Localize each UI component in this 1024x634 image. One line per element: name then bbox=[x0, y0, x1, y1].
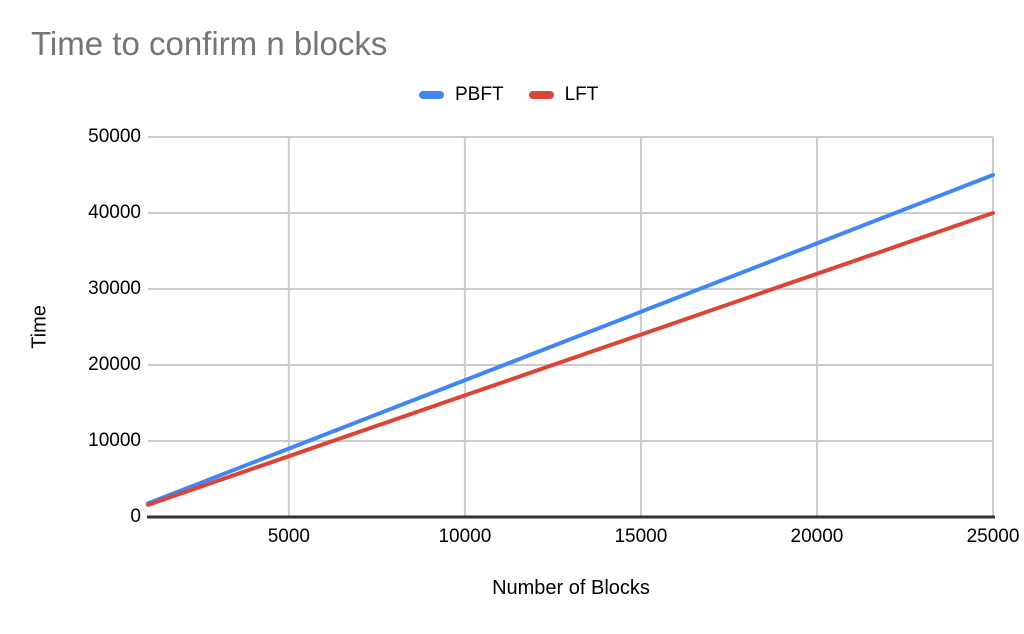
y-tick-label: 40000 bbox=[88, 202, 141, 223]
legend-swatch-icon bbox=[528, 91, 554, 99]
x-tick-label: 25000 bbox=[966, 526, 1020, 547]
y-tick-label: 10000 bbox=[88, 430, 141, 451]
legend: PBFT LFT bbox=[419, 84, 598, 106]
legend-swatch-icon bbox=[419, 91, 444, 99]
legend-item-PBFT: PBFT bbox=[419, 84, 504, 106]
y-tick-label: 30000 bbox=[88, 278, 141, 299]
x-tick-label: 5000 bbox=[267, 526, 310, 547]
x-tick-label: 10000 bbox=[438, 526, 492, 547]
legend-label: PBFT bbox=[455, 84, 504, 105]
x-tick-label: 15000 bbox=[614, 526, 668, 547]
y-tick-label: 50000 bbox=[88, 126, 141, 147]
legend-label: LFT bbox=[564, 84, 599, 105]
legend-item-LFT: LFT bbox=[528, 84, 599, 106]
x-tick-label: 20000 bbox=[790, 526, 844, 547]
y-axis-title: Time bbox=[28, 305, 51, 349]
series-line-LFT bbox=[146, 211, 995, 507]
series-line-PBFT bbox=[146, 173, 995, 506]
y-tick-label: 20000 bbox=[88, 354, 141, 375]
x-axis-title: Number of Blocks bbox=[492, 577, 650, 599]
y-tick-label: 0 bbox=[130, 506, 141, 527]
chart-title: Time to confirm n blocks bbox=[31, 25, 388, 62]
